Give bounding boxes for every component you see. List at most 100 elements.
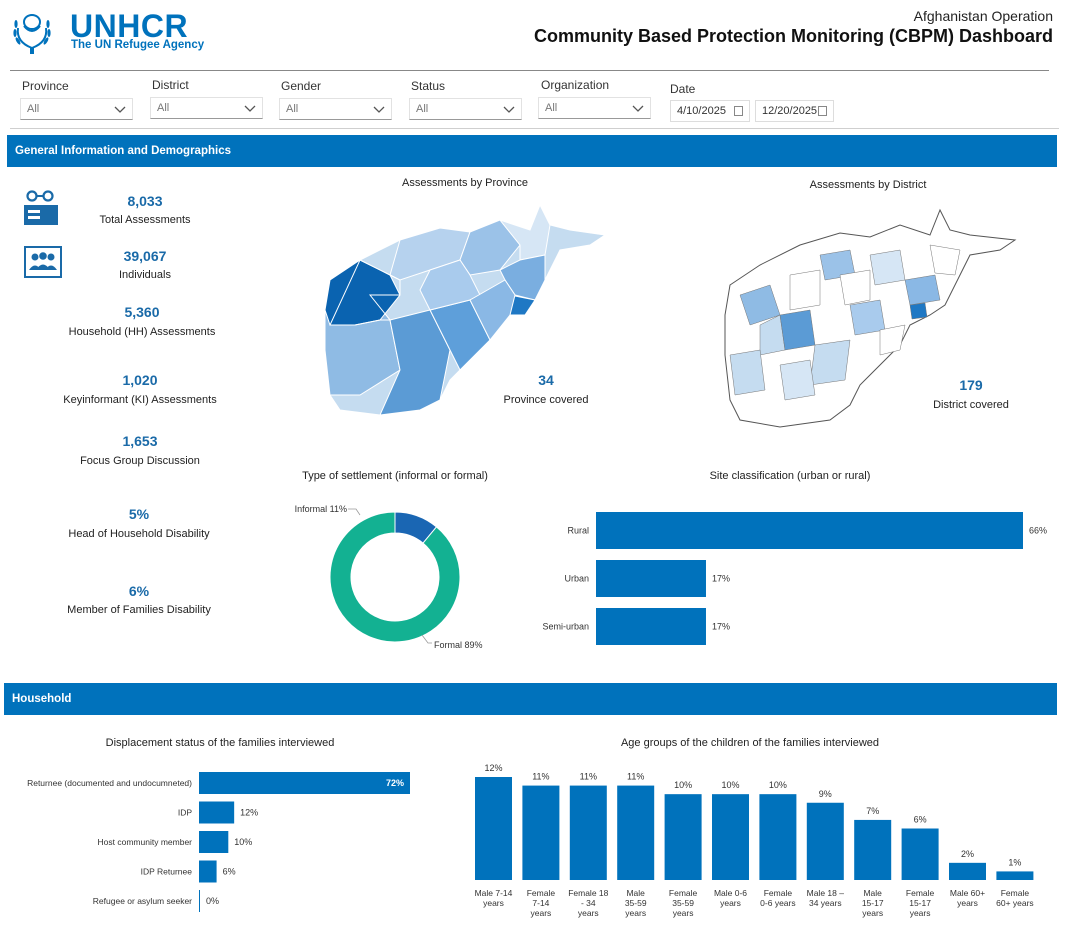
bar[interactable] bbox=[712, 794, 749, 880]
leader-line bbox=[421, 634, 432, 644]
bar[interactable] bbox=[996, 871, 1034, 880]
district-dropdown-value: All bbox=[157, 102, 170, 114]
bar-value-label: 11% bbox=[627, 772, 644, 782]
bar-category-label: Returnee (documented and undocumneted) bbox=[27, 778, 192, 788]
bar[interactable] bbox=[854, 819, 892, 880]
settlement-donut-chart[interactable]: Informal 11% Formal 89% bbox=[290, 495, 500, 655]
bar-value-label: 1% bbox=[1008, 857, 1021, 867]
bar[interactable] bbox=[617, 785, 655, 880]
gender-filter-label: Gender bbox=[281, 79, 322, 93]
kpi-total-assessments-label: Total Assessments bbox=[99, 214, 191, 226]
date-filter-label: Date bbox=[670, 82, 696, 96]
status-dropdown[interactable]: All bbox=[409, 98, 522, 120]
page-title: Community Based Protection Monitoring (C… bbox=[533, 26, 1053, 46]
bar[interactable] bbox=[596, 608, 706, 645]
map-province-value: 34 bbox=[538, 372, 554, 388]
displacement-chart-title: Displacement status of the families inte… bbox=[105, 737, 335, 749]
map-district-label: District covered bbox=[933, 399, 1009, 411]
leader-line bbox=[348, 508, 361, 516]
displacement-status-chart[interactable]: Returnee (documented and undocumneted) 72… bbox=[0, 765, 430, 915]
district-dropdown[interactable]: All bbox=[150, 97, 263, 119]
bar-value-label: 6% bbox=[223, 867, 236, 877]
age-groups-chart[interactable]: 12% Male 7-14 years 11% Female 7-14 years 11% Fe… bbox=[465, 760, 1045, 930]
bar-category-label: Male 35-59 years bbox=[625, 888, 647, 918]
donut-label-informal: Informal 11% bbox=[295, 504, 347, 514]
bar[interactable] bbox=[522, 785, 560, 880]
gender-dropdown[interactable]: All bbox=[279, 98, 392, 120]
bar[interactable] bbox=[664, 794, 702, 880]
organization-dropdown-value: All bbox=[545, 102, 558, 114]
province-dropdown[interactable]: All bbox=[20, 98, 133, 120]
bar-value-label: 12% bbox=[484, 763, 502, 773]
kpi-member-disability-label: Member of Families Disability bbox=[67, 604, 211, 616]
bar[interactable] bbox=[199, 860, 217, 883]
bar-value-label: 66% bbox=[1029, 526, 1047, 536]
chevron-down-icon bbox=[503, 106, 515, 113]
bar-value-label: 0% bbox=[206, 896, 219, 906]
logo-wordmark: UNHCR bbox=[70, 8, 189, 44]
province-map[interactable] bbox=[320, 200, 610, 425]
bar-value-label: 6% bbox=[914, 815, 927, 825]
chevron-down-icon bbox=[244, 105, 256, 112]
map-province-title: Assessments by Province bbox=[402, 177, 528, 189]
bar[interactable] bbox=[475, 777, 512, 880]
date-end-input[interactable]: 12/20/2025 bbox=[755, 100, 834, 122]
bar[interactable] bbox=[901, 828, 939, 881]
bar[interactable] bbox=[596, 512, 1023, 549]
kpi-head-disability-value: 5% bbox=[128, 506, 150, 522]
bar[interactable] bbox=[199, 890, 200, 912]
bar[interactable] bbox=[199, 801, 235, 824]
section-header-household: Household bbox=[4, 683, 1057, 715]
bar-value-label: 10% bbox=[234, 837, 252, 847]
kpi-total-assessments-value: 8,033 bbox=[127, 193, 163, 209]
bar-category-label: Male 60+ years bbox=[950, 888, 985, 908]
bar[interactable] bbox=[949, 862, 986, 880]
bar-category-label: Refugee or asylum seeker bbox=[93, 896, 192, 906]
date-start-value: 4/10/2025 bbox=[677, 105, 726, 117]
bar-value-label: 7% bbox=[866, 806, 879, 816]
bar-category-label: Male 7-14 years bbox=[475, 888, 513, 908]
donut-slice-formal[interactable] bbox=[329, 511, 461, 643]
bar-value-label: 10% bbox=[721, 780, 739, 790]
site-chart-title: Site classification (urban or rural) bbox=[709, 470, 871, 482]
bar-category-label: Female 18- 34 years bbox=[568, 888, 608, 918]
chevron-down-icon bbox=[373, 106, 385, 113]
bar-value-label: 17% bbox=[712, 622, 730, 632]
bar[interactable] bbox=[569, 785, 607, 880]
bar[interactable] bbox=[199, 772, 410, 794]
bar-value-label: 17% bbox=[712, 574, 730, 584]
province-filter-label: Province bbox=[22, 79, 69, 93]
bar[interactable] bbox=[596, 560, 706, 597]
bar-category-label: Female 15-17 years bbox=[906, 888, 935, 918]
map-province-label: Province covered bbox=[503, 394, 589, 406]
section-header-general: General Information and Demographics bbox=[7, 135, 1057, 167]
bar-value-label: 2% bbox=[961, 849, 974, 859]
bar[interactable] bbox=[199, 831, 229, 853]
kpi-household-value: 5,360 bbox=[124, 304, 160, 320]
bar[interactable] bbox=[806, 802, 844, 880]
assessment-icon bbox=[24, 190, 58, 225]
gender-dropdown-value: All bbox=[286, 103, 299, 115]
bar[interactable] bbox=[759, 794, 797, 880]
district-filter-label: District bbox=[152, 78, 189, 92]
district-map[interactable] bbox=[720, 205, 1020, 435]
settlement-chart-title: Type of settlement (informal or formal) bbox=[302, 470, 488, 482]
bar-value-label: 10% bbox=[674, 780, 692, 790]
people-icon bbox=[24, 246, 62, 278]
bar-category-label: IDP Returnee bbox=[141, 867, 193, 877]
filters-divider bbox=[10, 128, 1059, 129]
organization-filter-label: Organization bbox=[541, 78, 610, 92]
site-classification-chart[interactable]: Rural 66% Urban 17% Semi-urban 17% bbox=[520, 500, 1060, 650]
bar-category-label: Urban bbox=[564, 574, 589, 584]
unhcr-logo bbox=[13, 14, 51, 54]
date-start-input[interactable]: 4/10/2025 bbox=[670, 100, 750, 122]
map-district-value: 179 bbox=[959, 377, 983, 393]
bar-category-label: Female 35-59 years bbox=[669, 888, 698, 918]
organization-dropdown[interactable]: All bbox=[538, 97, 651, 119]
calendar-icon bbox=[734, 106, 743, 116]
kpi-keyinformant-value: 1,020 bbox=[122, 372, 158, 388]
bar-category-label: Host community member bbox=[98, 837, 193, 847]
operation-label: Afghanistan Operation bbox=[913, 8, 1053, 24]
province-dropdown-value: All bbox=[27, 103, 40, 115]
bar-category-label: Female 60+ years bbox=[996, 888, 1034, 908]
